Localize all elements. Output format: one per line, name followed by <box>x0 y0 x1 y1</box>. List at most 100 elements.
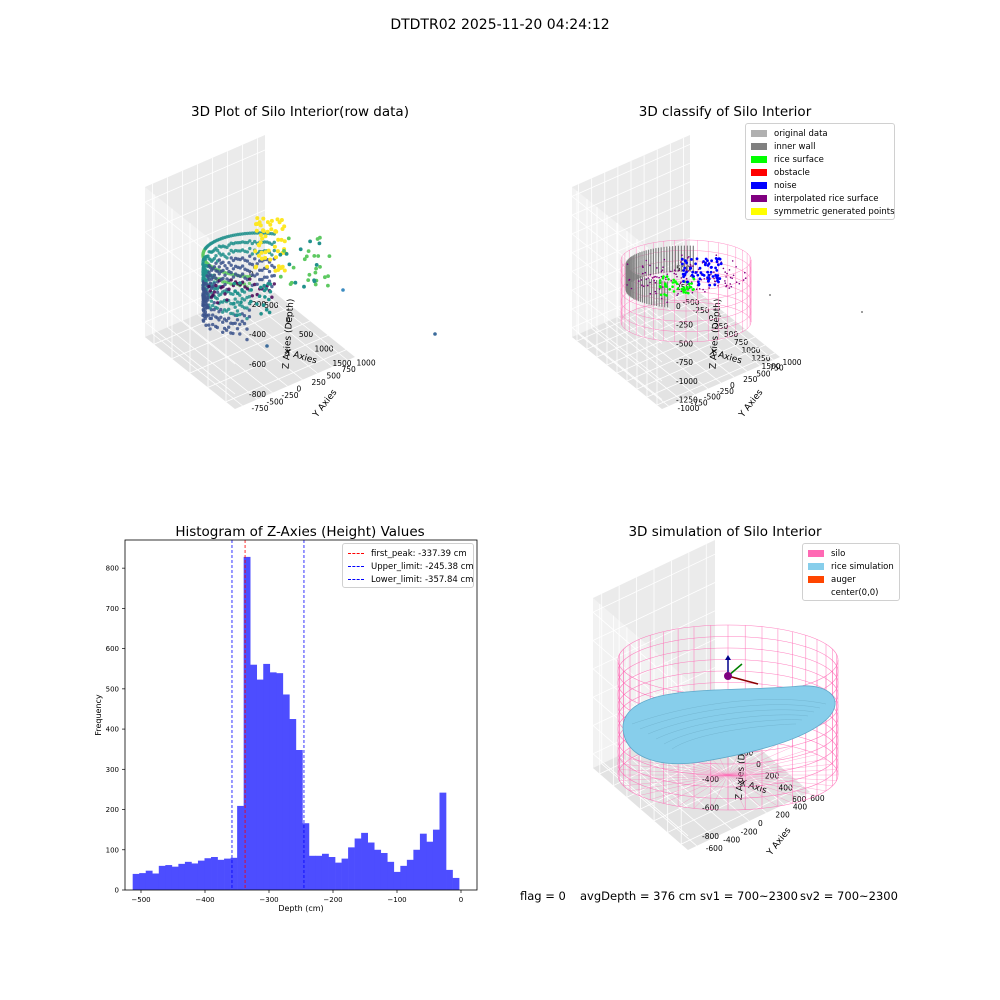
y-gridline <box>618 755 715 838</box>
interpolated-point <box>744 271 746 274</box>
z-tick-label: 500 <box>676 264 691 273</box>
legend-label: silo <box>831 548 846 559</box>
raw-point <box>267 310 272 315</box>
raw-point <box>272 240 276 244</box>
x-tick-label: 250 <box>714 322 729 331</box>
y-tick-label: -250 <box>282 391 299 400</box>
raw-point <box>250 294 254 298</box>
inner-wall-point <box>769 294 771 296</box>
histogram-bar <box>256 679 264 890</box>
raw-point <box>240 297 244 301</box>
interpolated-point <box>717 285 719 287</box>
histogram-bar <box>439 792 447 890</box>
histogram-bar <box>204 858 212 890</box>
x-tick-label: 0 <box>709 314 714 323</box>
legend-swatch <box>808 576 824 583</box>
interpolated-point <box>670 279 672 282</box>
legend-label: rice simulation <box>831 561 894 572</box>
rice-surface-point <box>685 285 689 289</box>
footer-sv1: sv1 = 700~2300 <box>700 889 798 903</box>
legend-item-inner-wall: inner wall <box>751 140 889 153</box>
noise-point <box>717 263 720 267</box>
legend-item-upper-limit: Upper_limit: -245.38 cm <box>348 560 474 573</box>
raw-point <box>248 277 252 281</box>
legend-label: noise <box>774 180 797 191</box>
rice-mesh-line <box>663 719 803 745</box>
panel-3-title: Histogram of Z-Axies (Height) Values <box>175 524 425 540</box>
z-gridline <box>571 144 691 269</box>
auger-center-marker <box>724 672 732 680</box>
interpolated-point <box>641 284 643 287</box>
interpolated-point <box>681 254 683 256</box>
interpolated-point <box>640 279 643 281</box>
histogram-bar <box>380 852 388 890</box>
interpolated-point <box>725 276 727 278</box>
raw-point <box>217 310 221 314</box>
raw-point <box>258 240 263 245</box>
footer-flag: flag = 0 <box>520 889 566 903</box>
raw-point <box>270 295 274 299</box>
interpolated-point <box>688 255 690 258</box>
raw-point <box>326 274 330 278</box>
legend-item-rice-surface: rice surface <box>751 153 889 166</box>
interpolated-point <box>704 290 706 293</box>
rice-mesh-line <box>671 723 797 750</box>
interpolated-point <box>677 269 680 272</box>
raw-point <box>250 241 254 246</box>
raw-point <box>259 312 263 316</box>
y-tick-label: -750 <box>252 404 269 413</box>
rice-surface-point <box>663 293 666 296</box>
interpolated-point <box>714 280 716 283</box>
raw-point <box>267 279 272 283</box>
legend-item-lower-limit: Lower_limit: -357.84 cm <box>348 573 473 586</box>
raw-point <box>275 217 280 222</box>
interpolated-point <box>722 267 725 270</box>
panel-4-simulation-3d-plot: -600-400-2000200400600-600-400-200020040… <box>592 540 839 858</box>
interpolated-point <box>725 285 727 288</box>
raw-point <box>217 258 221 262</box>
rice-surface-point <box>690 282 693 285</box>
raw-point <box>206 295 210 300</box>
interpolated-point <box>730 285 733 288</box>
rice-surface-point <box>667 278 670 281</box>
raw-point <box>227 287 231 291</box>
histogram-bar <box>152 873 160 890</box>
raw-point <box>214 324 218 329</box>
interpolated-point <box>658 276 660 279</box>
interpolated-point <box>656 276 658 278</box>
silo-floor-spoke <box>727 750 806 776</box>
y-gridline <box>643 304 735 378</box>
figure-title: DTDTR02 2025-11-20 04:24:12 <box>390 17 610 33</box>
raw-point <box>229 321 233 325</box>
legend-item-original-data: original data <box>751 127 889 140</box>
raw-point <box>268 222 273 227</box>
raw-point <box>250 252 254 256</box>
noise-point <box>691 270 695 274</box>
interpolated-point <box>661 269 664 272</box>
raw-point <box>279 218 284 222</box>
legend-swatch <box>751 130 767 137</box>
raw-point <box>225 266 229 271</box>
noise-point <box>680 257 684 261</box>
histogram-bar <box>295 750 303 890</box>
raw-point <box>221 310 225 314</box>
histogram-bar <box>393 871 401 890</box>
x-tick-label: 1000 <box>741 346 760 355</box>
interpolated-point <box>735 266 737 268</box>
histogram-bar <box>250 664 258 890</box>
legend-item-interpolated-rice-surface: interpolated rice surface <box>751 192 889 205</box>
rice-mesh-line <box>647 709 815 735</box>
noise-point <box>682 269 685 272</box>
interpolated-point <box>724 282 727 285</box>
histogram-bar <box>302 823 310 890</box>
raw-point <box>239 300 243 305</box>
legend-swatch <box>808 563 824 570</box>
raw-point <box>209 299 214 303</box>
histogram-legend: first_peak: -337.39 cm Upper_limit: -245… <box>342 543 474 588</box>
raw-point <box>308 239 312 244</box>
y-tick-label: -500 <box>267 397 284 406</box>
raw-point <box>263 234 268 239</box>
noise-point <box>695 257 699 261</box>
z-tick-label: 0 <box>676 302 681 311</box>
rice-mesh-line <box>639 704 821 730</box>
